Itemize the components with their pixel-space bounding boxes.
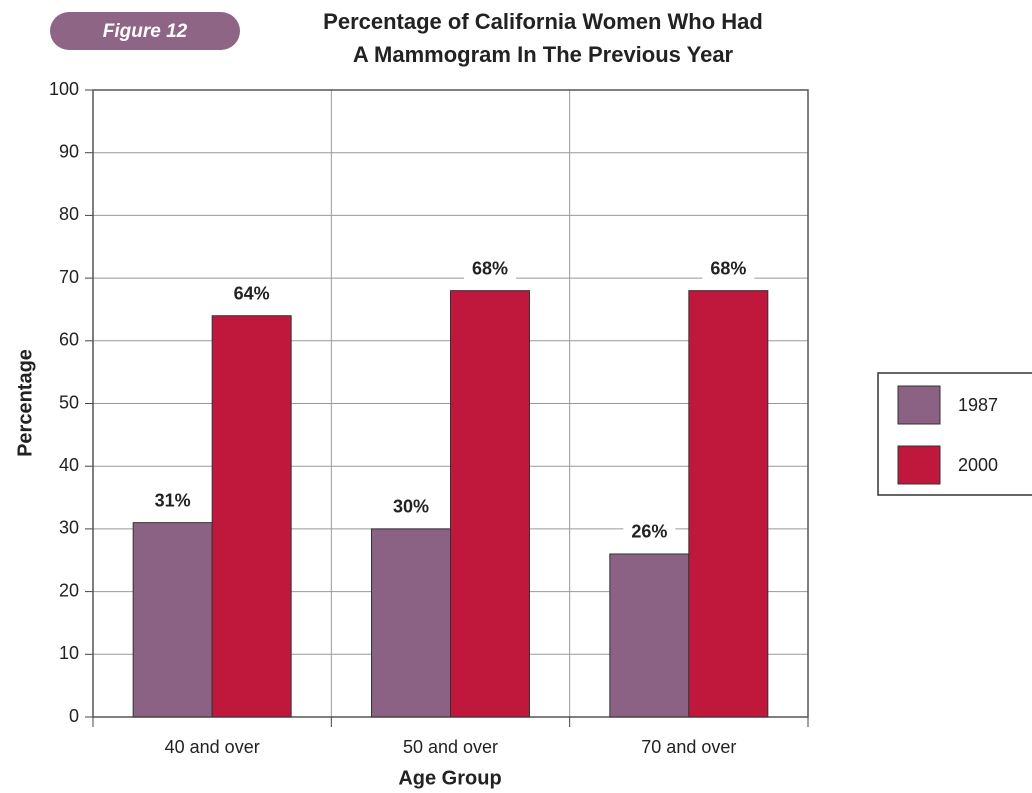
- chart-subtitle: A Mammogram In The Previous Year: [353, 42, 734, 67]
- y-tick-label: 0: [69, 706, 79, 726]
- x-tick-label: 40 and over: [165, 737, 260, 757]
- value-label-bg: [702, 256, 755, 281]
- y-tick-label: 70: [59, 267, 79, 287]
- x-axis-label: Age Group: [398, 767, 501, 789]
- value-label: 31%: [155, 490, 191, 510]
- y-tick-label: 50: [59, 392, 79, 412]
- chart-title: Percentage of California Women Who Had: [323, 9, 763, 34]
- bar: [211, 315, 292, 718]
- value-label: 64%: [234, 283, 270, 303]
- x-tick-label: 50 and over: [403, 737, 498, 757]
- value-label: 68%: [710, 258, 746, 278]
- legend-swatch: [897, 445, 941, 485]
- figure-badge: [50, 12, 240, 50]
- bar: [132, 522, 213, 718]
- y-tick-label: 90: [59, 141, 79, 161]
- value-label-bg: [146, 488, 199, 513]
- y-tick-label: 100: [49, 79, 79, 99]
- y-tick-label: 60: [59, 330, 79, 350]
- value-label: 26%: [631, 522, 667, 542]
- value-label-bg: [464, 256, 516, 281]
- bar: [688, 290, 769, 718]
- bar: [609, 553, 690, 718]
- y-tick-label: 40: [59, 455, 79, 475]
- value-label-bg: [225, 281, 278, 306]
- y-tick-label: 80: [59, 204, 79, 224]
- legend-label: 1987: [958, 395, 998, 415]
- bar: [450, 290, 530, 718]
- value-label: 30%: [393, 497, 429, 517]
- value-label-bg: [623, 519, 676, 544]
- bar: [371, 528, 451, 718]
- value-label-bg: [385, 494, 437, 519]
- y-tick-label: 20: [59, 580, 79, 600]
- y-tick-label: 30: [59, 518, 79, 538]
- y-axis-label: Percentage: [14, 349, 36, 457]
- legend-label: 2000: [958, 455, 998, 475]
- x-tick-label: 70 and over: [641, 737, 736, 757]
- figure-label: Figure 12: [103, 21, 188, 42]
- value-label: 68%: [472, 258, 508, 278]
- legend-swatch: [897, 385, 941, 425]
- y-tick-label: 10: [59, 643, 79, 663]
